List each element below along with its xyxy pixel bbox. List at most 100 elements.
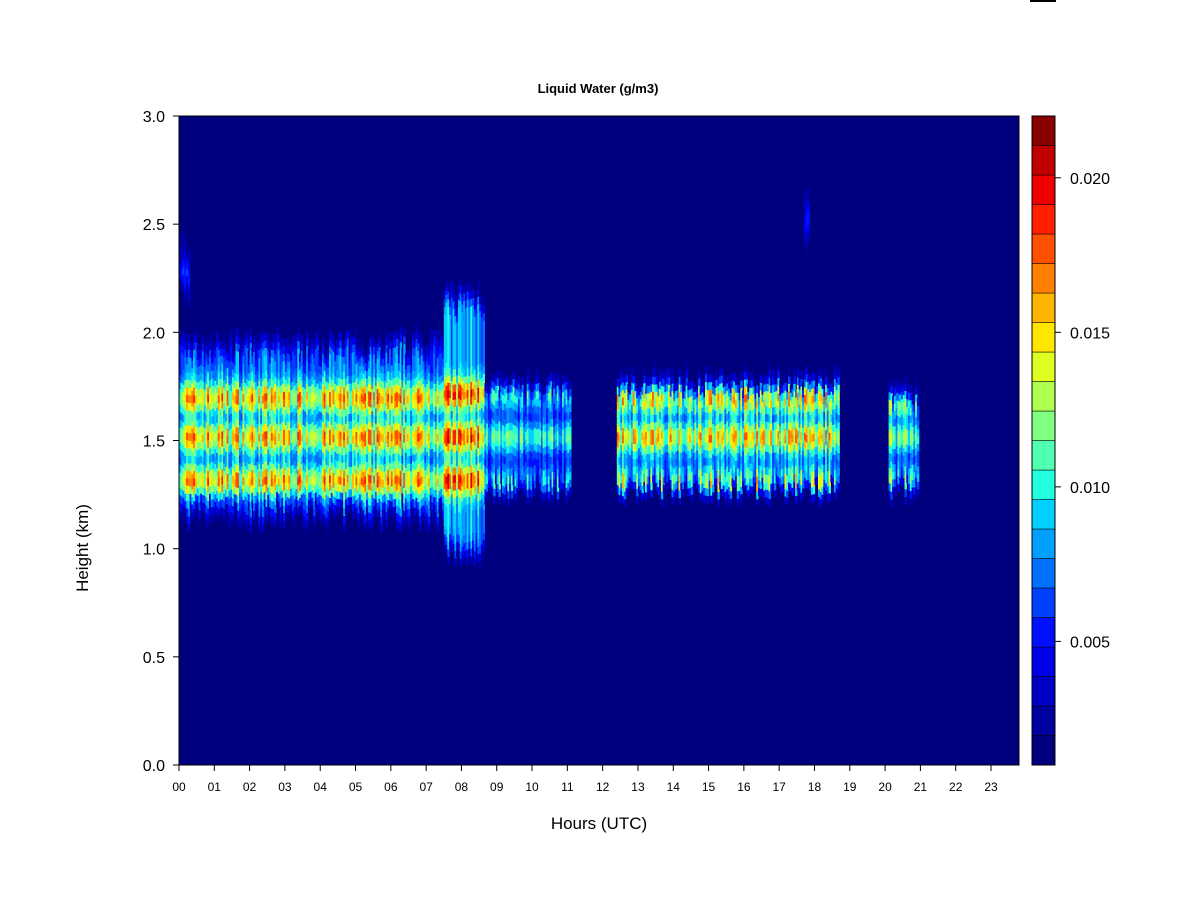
- heatmap-cell: [429, 426, 433, 435]
- heatmap-cell: [344, 370, 348, 379]
- heatmap-cell: [249, 380, 252, 389]
- heatmap-cell: [452, 316, 455, 325]
- heatmap-cell: [198, 358, 201, 367]
- heatmap-cell: [212, 491, 215, 500]
- heatmap-cell: [337, 505, 341, 515]
- heatmap-cell: [179, 411, 182, 420]
- heatmap-cell: [212, 476, 215, 485]
- heatmap-cell: [288, 467, 291, 476]
- heatmap-cell: [470, 449, 473, 458]
- heatmap-cell: [523, 404, 526, 413]
- heatmap-cell: [510, 437, 514, 446]
- heatmap-cell: [230, 428, 233, 437]
- heatmap-cell: [445, 301, 448, 310]
- heatmap-cell: [336, 445, 339, 454]
- heatmap-cell: [247, 448, 251, 457]
- heatmap-cell: [233, 402, 237, 411]
- heatmap-cell: [449, 352, 452, 361]
- heatmap-cell: [408, 478, 411, 487]
- heatmap-cell: [239, 469, 242, 479]
- heatmap-cell: [442, 486, 445, 495]
- heatmap-cell: [226, 480, 230, 490]
- heatmap-cell: [279, 430, 282, 439]
- heatmap-cell: [482, 517, 485, 526]
- heatmap-cell: [203, 419, 207, 428]
- heatmap-cell: [426, 451, 429, 460]
- heatmap-cell: [344, 332, 348, 341]
- heatmap-cell: [450, 493, 454, 502]
- heatmap-cell: [325, 426, 328, 435]
- heatmap-cell: [359, 365, 362, 374]
- heatmap-cell: [223, 462, 226, 471]
- heatmap-cell: [449, 511, 452, 520]
- heatmap-cell: [207, 363, 210, 373]
- heatmap-cell: [392, 354, 395, 363]
- heatmap-cell: [477, 311, 480, 320]
- heatmap-cell: [270, 470, 274, 479]
- heatmap-cell: [359, 380, 362, 389]
- heatmap-cell: [389, 424, 392, 433]
- heatmap-cell: [387, 506, 390, 516]
- heatmap-cell: [203, 510, 207, 519]
- heatmap-cell: [399, 425, 403, 434]
- heatmap-cell: [525, 416, 528, 425]
- heatmap-cell: [198, 471, 201, 480]
- heatmap-cell: [465, 421, 468, 430]
- heatmap-cell: [470, 555, 473, 564]
- heatmap-cell: [390, 478, 394, 487]
- heatmap-cell: [198, 441, 201, 450]
- heatmap-cell: [318, 463, 321, 472]
- heatmap-cell: [262, 410, 265, 419]
- heatmap-cell: [472, 509, 475, 518]
- heatmap-cell: [304, 380, 307, 389]
- heatmap-cell: [258, 493, 261, 502]
- heatmap-cell: [431, 357, 434, 366]
- heatmap-cell: [221, 476, 224, 485]
- heatmap-cell: [457, 390, 461, 399]
- heatmap-cell: [253, 457, 256, 466]
- heatmap-cell: [516, 457, 519, 466]
- heatmap-cell: [201, 486, 205, 496]
- heatmap-cell: [525, 408, 528, 417]
- heatmap-cell: [226, 496, 230, 505]
- heatmap-cell: [463, 315, 466, 324]
- heatmap-cell: [226, 412, 230, 421]
- heatmap-cell: [502, 417, 505, 426]
- heatmap-cell: [242, 446, 245, 455]
- heatmap-cell: [456, 473, 459, 482]
- heatmap-cell: [449, 488, 452, 497]
- heatmap-cell: [314, 484, 318, 493]
- heatmap-cell: [445, 491, 448, 500]
- heatmap-cell: [224, 375, 228, 384]
- heatmap-cell: [383, 410, 387, 419]
- heatmap-cell: [396, 519, 399, 529]
- heatmap-cell: [200, 447, 203, 456]
- heatmap-cell: [436, 387, 440, 396]
- heatmap-cell: [288, 406, 291, 416]
- heatmap-cell: [373, 467, 376, 476]
- heatmap-cell: [419, 356, 422, 365]
- heatmap-cell: [447, 314, 450, 323]
- heatmap-cell: [228, 346, 231, 355]
- heatmap-cell: [473, 384, 477, 393]
- heatmap-cell: [254, 381, 258, 390]
- heatmap-cell: [472, 456, 475, 465]
- heatmap-cell: [454, 429, 457, 438]
- heatmap-cell: [256, 499, 260, 508]
- heatmap-cell: [417, 478, 420, 488]
- heatmap-cell: [217, 447, 221, 456]
- heatmap-cell: [378, 415, 381, 424]
- heatmap-cell: [450, 478, 454, 487]
- heatmap-cell: [219, 431, 222, 440]
- heatmap-cell: [239, 416, 242, 426]
- heatmap-cell: [516, 487, 519, 496]
- heatmap-cell: [487, 389, 491, 398]
- heatmap-cell: [438, 467, 441, 476]
- heatmap-cell: [401, 477, 404, 486]
- heatmap-cell: [482, 509, 485, 518]
- heatmap-cell: [403, 381, 406, 390]
- heatmap-cell: [540, 452, 544, 461]
- heatmap-cell: [537, 412, 540, 422]
- heatmap-cell: [454, 542, 457, 551]
- heatmap-cell: [493, 412, 496, 421]
